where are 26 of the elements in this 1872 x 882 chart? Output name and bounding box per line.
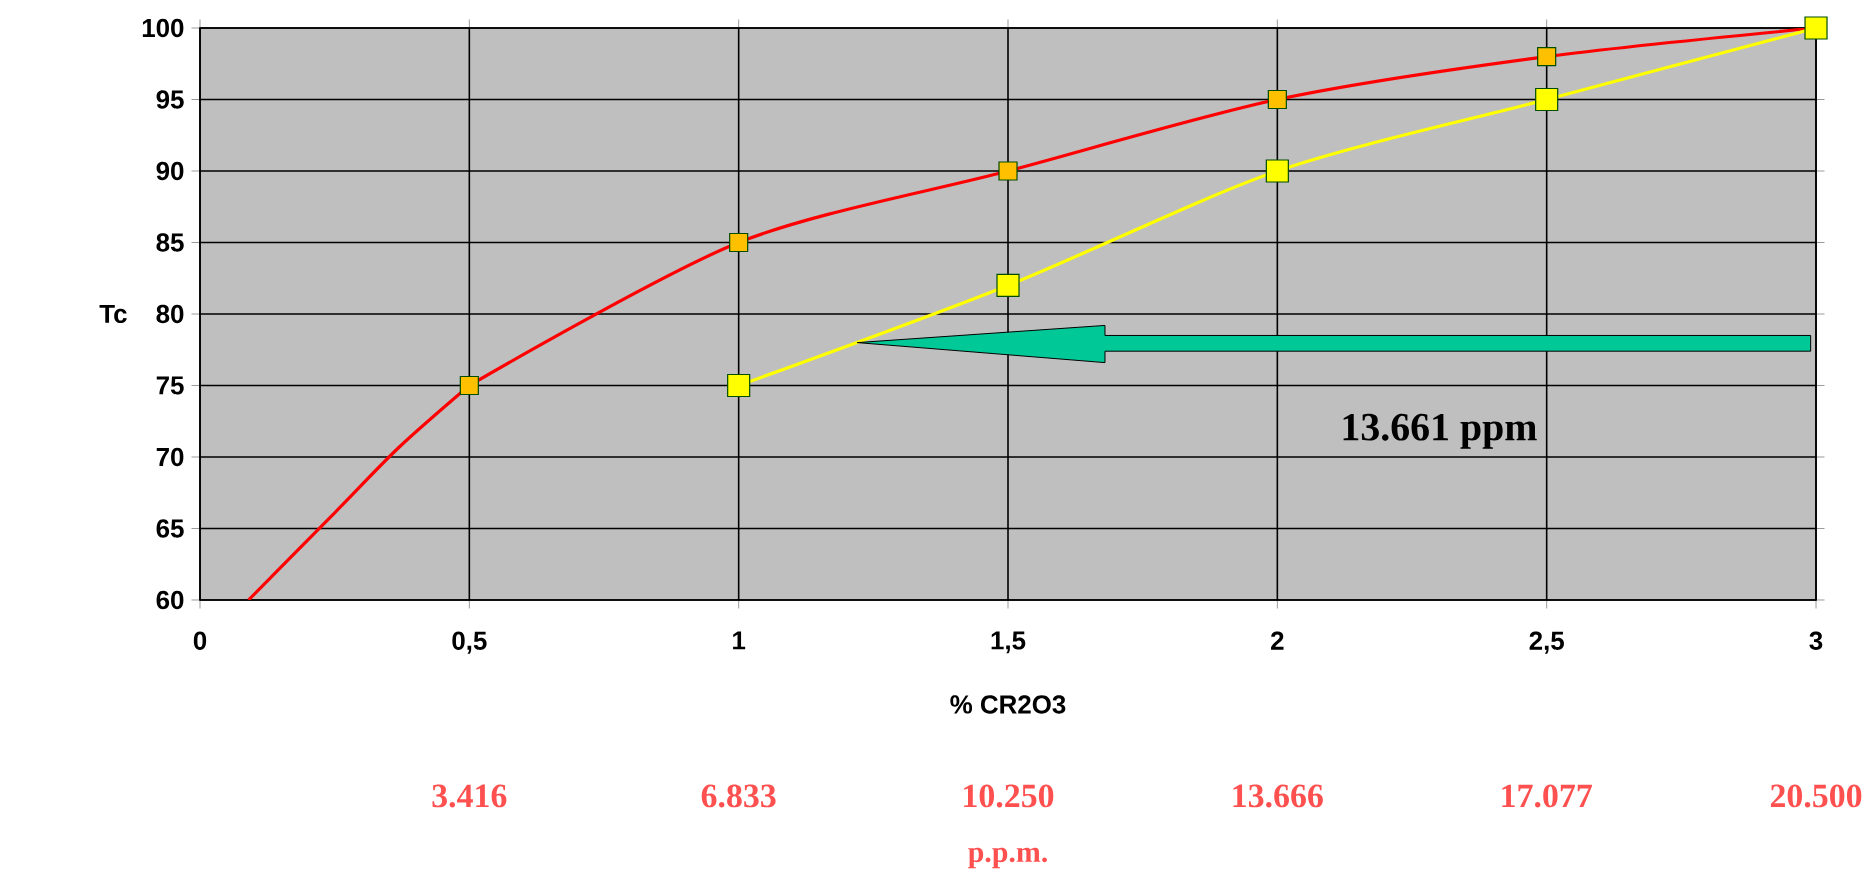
- y-axis-title: Tc: [99, 304, 127, 324]
- x-tick-label: 2,5: [1529, 631, 1564, 654]
- y-tick-label: 75: [156, 376, 184, 395]
- x2-tick-label: 20.500: [1770, 784, 1862, 808]
- y-tick-label: 60: [156, 590, 184, 610]
- y-tick-label: 65: [156, 519, 184, 538]
- x2-axis-title: p.p.m.: [968, 847, 1047, 869]
- y-tick-label: 90: [156, 161, 184, 181]
- x-tick-label: 0: [193, 631, 207, 650]
- x-tick-label: 2: [1271, 631, 1284, 650]
- x2-tick-label: 6.833: [701, 784, 776, 808]
- x-tick-label: 1,5: [991, 631, 1026, 654]
- x2-tick-label: 10.250: [964, 784, 1054, 808]
- x2-tick-label: 17.077: [1502, 784, 1592, 808]
- y-tick-label: 85: [156, 233, 184, 252]
- x-tick-label: 3: [1809, 631, 1823, 650]
- x-axis-title: % CR2O3: [950, 695, 1066, 714]
- y-tick-label: 100: [142, 18, 184, 38]
- x-tick-label: 1: [733, 631, 746, 650]
- x2-tick-label: 13.666: [1233, 784, 1323, 808]
- y-tick-label: 80: [156, 304, 184, 324]
- x-tick-label: 0,5: [452, 631, 487, 654]
- y-tick-label: 70: [156, 447, 184, 467]
- annotation: 13.661 ppm: [1343, 413, 1537, 449]
- x2-tick-label: 3.416: [432, 784, 507, 808]
- y-tick-label: 95: [156, 90, 184, 109]
